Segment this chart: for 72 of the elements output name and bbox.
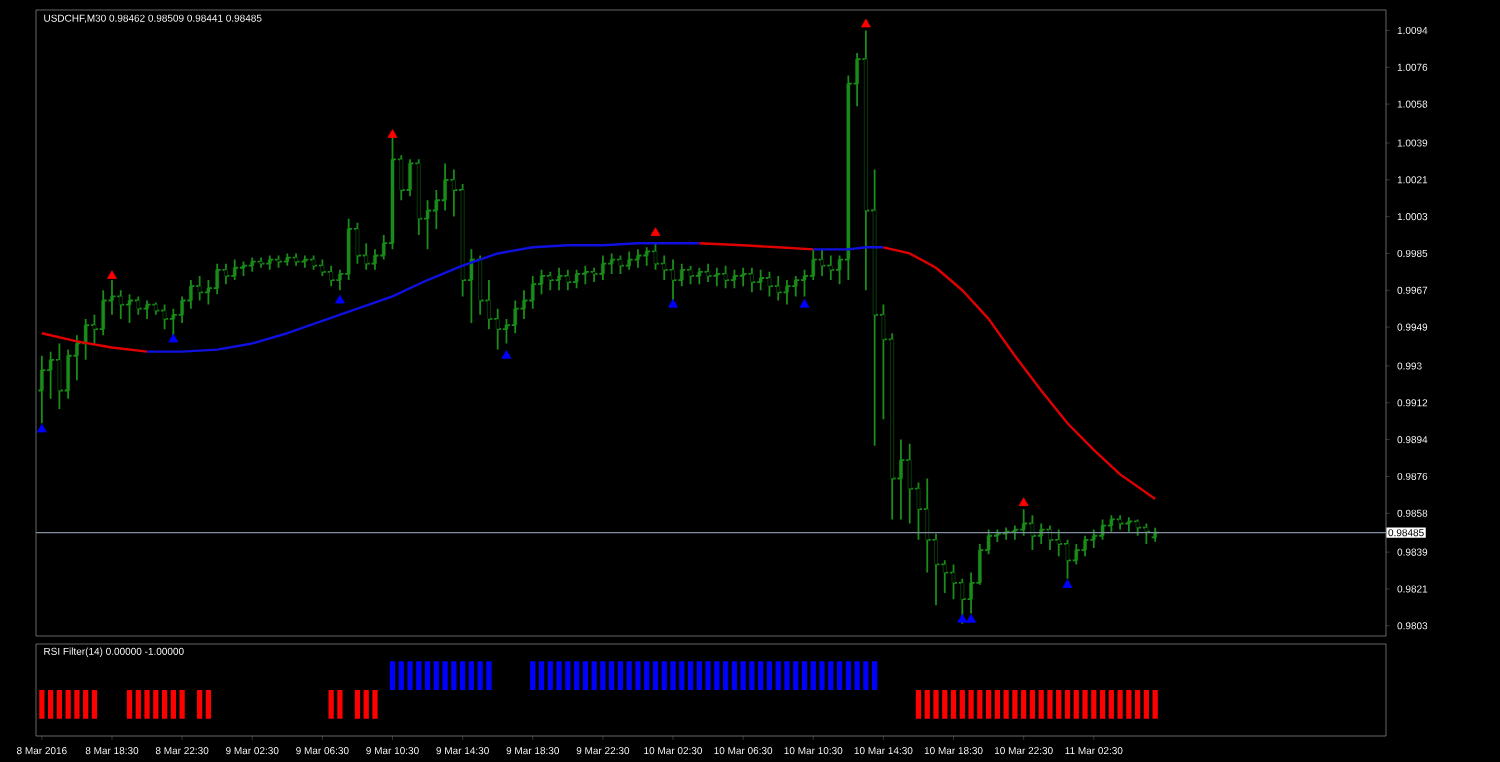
candlestick bbox=[826, 254, 836, 281]
point bbox=[1018, 497, 1029, 507]
candlestick bbox=[309, 254, 319, 271]
candlestick bbox=[782, 279, 792, 306]
point bbox=[966, 614, 976, 623]
candlestick bbox=[554, 266, 564, 292]
candlestick bbox=[1063, 538, 1072, 580]
candlestick bbox=[616, 254, 625, 275]
candlestick bbox=[817, 248, 827, 277]
candlestick bbox=[265, 254, 275, 271]
candlestick bbox=[773, 275, 783, 302]
candlestick bbox=[160, 303, 169, 331]
candlestick bbox=[642, 246, 652, 267]
candlestick bbox=[125, 293, 134, 324]
candlestick bbox=[1036, 522, 1046, 545]
candlestick bbox=[1045, 524, 1055, 551]
candlestick bbox=[195, 275, 205, 302]
candlestick bbox=[221, 262, 231, 286]
candlestick bbox=[133, 295, 143, 316]
candlestick bbox=[607, 252, 617, 275]
candlestick bbox=[1106, 514, 1116, 533]
candlestick bbox=[598, 254, 608, 281]
candlestick bbox=[765, 270, 774, 298]
candlestick bbox=[247, 256, 257, 273]
point bbox=[36, 423, 47, 433]
candlestick bbox=[1124, 516, 1134, 533]
candlestick bbox=[1098, 518, 1107, 541]
candlestick bbox=[738, 266, 748, 288]
candlestick bbox=[721, 264, 731, 290]
point bbox=[650, 227, 661, 236]
candlestick bbox=[81, 318, 91, 361]
candlestick bbox=[747, 266, 757, 294]
point bbox=[107, 270, 117, 279]
candlestick bbox=[545, 270, 555, 292]
point bbox=[501, 350, 512, 359]
point bbox=[168, 333, 179, 343]
candlestick bbox=[563, 268, 573, 292]
candlestick bbox=[694, 266, 704, 286]
candlestick bbox=[1141, 522, 1151, 545]
candlestick bbox=[282, 252, 292, 267]
candlestick bbox=[54, 342, 64, 410]
point bbox=[957, 614, 968, 623]
line-series bbox=[882, 246, 1157, 501]
candlestick bbox=[580, 264, 590, 286]
candlestick bbox=[1133, 518, 1143, 537]
candlestick bbox=[142, 299, 152, 320]
candlestick bbox=[1080, 534, 1090, 558]
candlestick bbox=[1028, 514, 1037, 551]
candlestick bbox=[274, 254, 283, 269]
candlestick bbox=[256, 256, 266, 269]
point bbox=[1062, 579, 1073, 588]
point bbox=[860, 18, 871, 28]
candlestick bbox=[703, 262, 713, 283]
candlestick bbox=[239, 260, 248, 277]
candlestick bbox=[756, 268, 766, 292]
point bbox=[799, 298, 810, 308]
candlestick bbox=[1150, 526, 1160, 543]
candlestick bbox=[300, 254, 310, 269]
candlestick bbox=[712, 266, 722, 288]
candlestick bbox=[230, 258, 240, 281]
candlestick bbox=[729, 268, 739, 290]
candlestick bbox=[326, 264, 336, 288]
candlestick bbox=[1115, 514, 1125, 531]
candlestick bbox=[791, 275, 801, 298]
candlestick bbox=[633, 248, 643, 269]
point bbox=[387, 129, 398, 138]
candlestick bbox=[572, 268, 581, 290]
candlestick bbox=[686, 264, 695, 286]
point bbox=[335, 294, 345, 304]
candlestick bbox=[624, 250, 634, 271]
point bbox=[668, 298, 678, 308]
candlestick bbox=[291, 252, 301, 267]
